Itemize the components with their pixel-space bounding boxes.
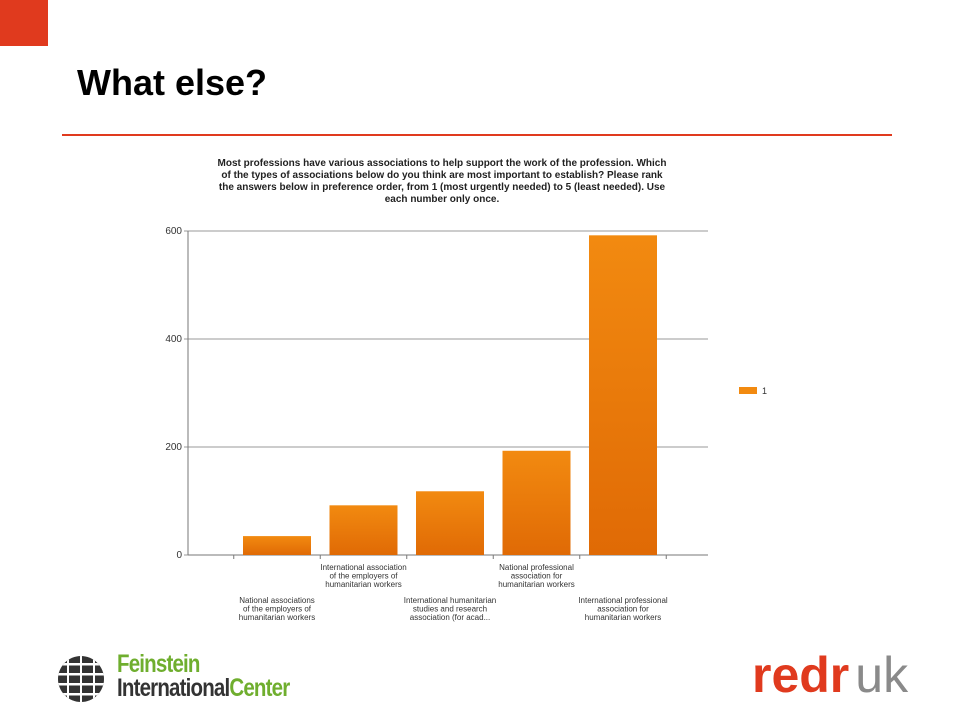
bar <box>243 536 311 555</box>
x-category-label: humanitarian workers <box>498 580 574 589</box>
redr-wordmark: redr <box>752 647 850 703</box>
x-category-label: humanitarian workers <box>325 580 401 589</box>
y-tick-label: 200 <box>165 442 182 453</box>
feinstein-wordmark-line1: Feinstein <box>117 650 200 678</box>
x-category-label: association (for acad... <box>410 613 490 622</box>
x-category-label: International humanitarian <box>404 596 497 605</box>
x-category-label: of the employers of <box>243 605 312 614</box>
chart-title-line: the answers below in preference order, f… <box>219 182 666 193</box>
chart-canvas: Most professions have various associatio… <box>165 158 767 622</box>
chart-title-line: of the types of associations below do yo… <box>221 170 663 181</box>
y-tick-label: 0 <box>176 550 182 561</box>
y-tick-label: 400 <box>165 334 182 345</box>
chart-title-line: each number only once. <box>385 194 500 205</box>
title-divider <box>62 134 892 136</box>
x-category-label: National associations <box>239 596 315 605</box>
feinstein-word-international: International <box>117 674 230 702</box>
feinstein-logo: Feinstein InternationalCenter <box>55 650 325 708</box>
bar <box>589 235 657 555</box>
feinstein-word-center: Center <box>229 674 290 702</box>
feinstein-globe-icon <box>58 656 104 702</box>
bar <box>329 505 398 555</box>
x-category-label: of the employers of <box>329 572 398 581</box>
legend-label: 1 <box>762 386 767 396</box>
uk-wordmark: uk <box>855 647 909 703</box>
feinstein-wordmark-line2: InternationalCenter <box>117 674 290 703</box>
slide-title: What else? <box>77 62 268 103</box>
corner-accent-block <box>0 0 48 46</box>
chart-title-line: Most professions have various associatio… <box>218 158 667 169</box>
x-category-label: humanitarian workers <box>239 613 315 622</box>
bar <box>502 450 571 555</box>
x-category-label: International association <box>320 563 406 572</box>
x-category-label: association for <box>597 605 649 614</box>
redr-uk-logo: redr uk <box>752 645 908 705</box>
x-category-label: studies and research <box>413 605 487 614</box>
x-category-label: National professional <box>499 563 574 572</box>
bar-chart: Most professions have various associatio… <box>150 145 780 635</box>
x-category-label: association for <box>511 572 563 581</box>
x-category-label: International professional <box>578 596 668 605</box>
legend-swatch <box>739 387 757 394</box>
x-category-label: humanitarian workers <box>585 613 661 622</box>
y-tick-label: 600 <box>165 226 182 237</box>
bar <box>416 491 484 555</box>
